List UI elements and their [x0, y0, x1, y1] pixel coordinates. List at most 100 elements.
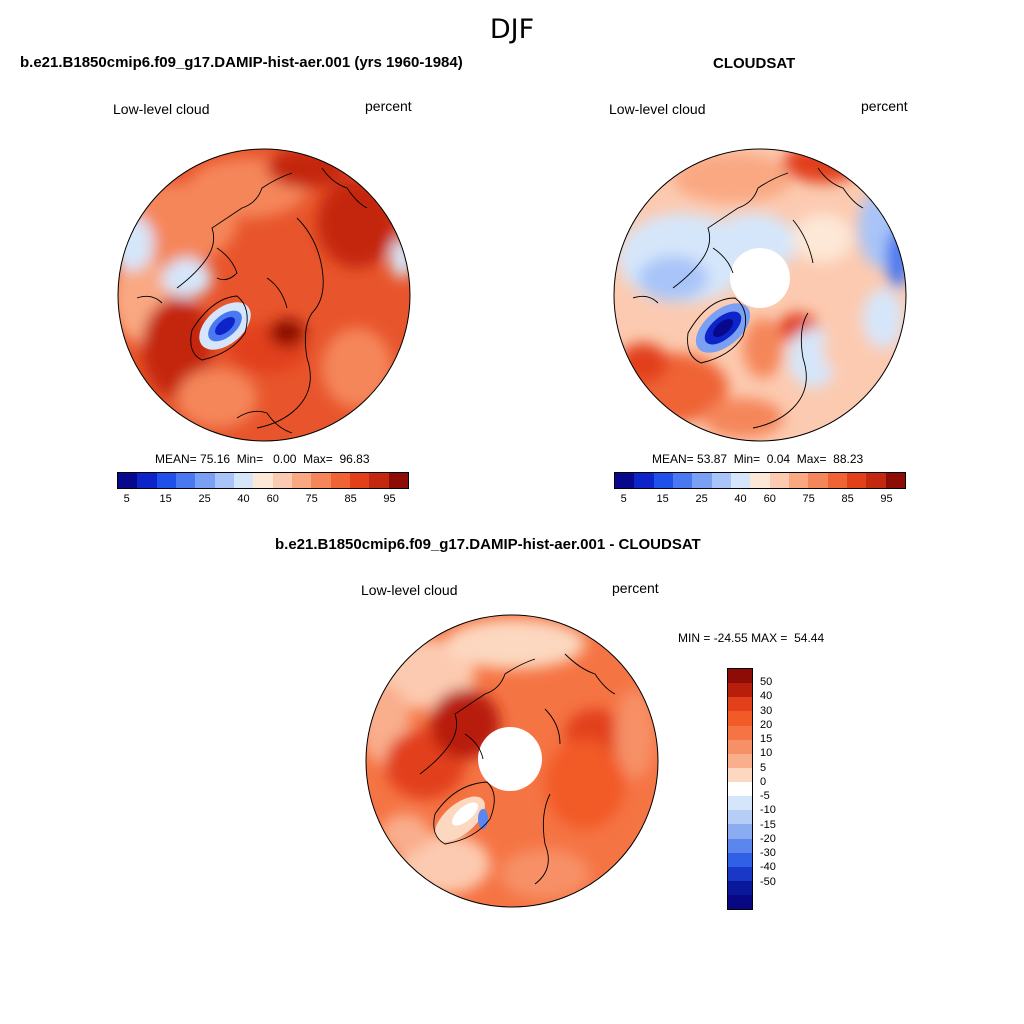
model-colorbar-swatch [291, 473, 312, 488]
diff-colorbar-tick-label: 40 [760, 690, 773, 703]
obs-colorbar-swatch [730, 473, 751, 488]
obs-colorbar-tick-label: 5 [620, 493, 627, 505]
diff-colorbar-swatch [728, 810, 752, 825]
diff-colorbar-tick-label: 30 [760, 704, 773, 717]
obs-units-label: percent [861, 98, 908, 114]
diff-colorbar-swatch [728, 824, 752, 839]
obs-colorbar-swatch [634, 473, 654, 488]
diff-colorbar-swatch [728, 866, 752, 881]
diff-colorbar-swatch [728, 796, 752, 811]
model-colorbar-swatch [118, 473, 138, 488]
model-colorbar-swatch [175, 473, 196, 488]
obs-colorbar [614, 472, 906, 489]
obs-panel-title: CLOUDSAT [713, 55, 796, 72]
obs-colorbar-swatch [692, 473, 712, 488]
diff-colorbar-tick-label: -50 [760, 875, 776, 888]
diff-colorbar-swatch [728, 753, 752, 768]
obs-colorbar-tick-label: 60 [763, 493, 776, 505]
obs-polar-map [613, 148, 907, 442]
model-colorbar-swatch [214, 473, 234, 488]
model-colorbar-swatch [253, 473, 273, 488]
obs-colorbar-swatch [615, 473, 635, 488]
diff-colorbar-tick-label: -20 [760, 832, 776, 845]
obs-colorbar-swatch [808, 473, 828, 488]
diff-variable-label: Low-level cloud [361, 582, 458, 598]
obs-colorbar-swatch [788, 473, 809, 488]
model-colorbar-tick-label: 75 [305, 493, 318, 505]
diff-panel-title: b.e21.B1850cmip6.f09_g17.DAMIP-hist-aer.… [275, 536, 701, 553]
model-colorbar-tick-label: 25 [198, 493, 211, 505]
obs-stats: MEAN= 53.87 Min= 0.04 Max= 88.23 [652, 452, 864, 466]
model-colorbar-tick-label: 40 [237, 493, 250, 505]
obs-variable-label: Low-level cloud [609, 101, 706, 117]
model-colorbar-swatch [195, 473, 215, 488]
obs-colorbar-labels: 5 15 25 40 60 75 85 95 [614, 493, 906, 507]
diff-colorbar-swatch [728, 880, 752, 895]
diff-colorbar-tick-label: -30 [760, 847, 776, 860]
model-colorbar-swatch [330, 473, 350, 488]
model-colorbar-tick-label: 95 [383, 493, 396, 505]
diff-colorbar-swatch [728, 767, 752, 782]
diff-colorbar-swatch [728, 697, 752, 712]
model-stats: MEAN= 75.16 Min= 0.00 Max= 96.83 [155, 452, 370, 466]
diff-colorbar-tick-label: 0 [760, 775, 767, 788]
obs-colorbar-tick-label: 75 [802, 493, 815, 505]
diff-colorbar-swatch [728, 782, 752, 797]
obs-colorbar-swatch [885, 473, 905, 488]
diff-colorbar-tick-label: -15 [760, 818, 776, 831]
model-colorbar-tick-label: 60 [266, 493, 279, 505]
obs-colorbar-swatch [769, 473, 789, 488]
diff-colorbar-tick-label: 5 [760, 761, 767, 774]
diff-colorbar-tick-label: 10 [760, 747, 773, 760]
diff-colorbar [727, 668, 753, 910]
diff-colorbar-swatch [728, 725, 752, 740]
diff-units-label: percent [612, 580, 659, 596]
diff-colorbar-tick-label: -40 [760, 861, 776, 874]
obs-colorbar-swatch [846, 473, 867, 488]
diff-colorbar-tick-label: 50 [760, 676, 773, 689]
model-colorbar-tick-label: 15 [159, 493, 172, 505]
obs-colorbar-swatch [711, 473, 731, 488]
diff-colorbar-swatch [728, 669, 752, 684]
model-colorbar-tick-label: 5 [123, 493, 130, 505]
diff-polar-map [365, 614, 659, 908]
model-panel-title: b.e21.B1850cmip6.f09_g17.DAMIP-hist-aer.… [20, 54, 463, 71]
model-colorbar [117, 472, 409, 489]
diff-colorbar-swatch [728, 711, 752, 726]
model-colorbar-tick-label: 85 [344, 493, 357, 505]
diff-colorbar-tick-label: -5 [760, 790, 770, 803]
diff-stats: MIN = -24.55 MAX = 54.44 [678, 631, 825, 645]
diff-colorbar-tick-label: 20 [760, 718, 773, 731]
model-colorbar-swatch [233, 473, 254, 488]
obs-colorbar-tick-label: 15 [656, 493, 669, 505]
model-colorbar-labels: 5 15 25 40 60 75 85 95 [117, 493, 409, 507]
model-polar-map [117, 148, 411, 442]
model-variable-label: Low-level cloud [113, 101, 210, 117]
obs-colorbar-swatch [827, 473, 847, 488]
diff-colorbar-swatch [728, 852, 752, 867]
diff-colorbar-swatch [728, 683, 752, 698]
model-colorbar-swatch [311, 473, 331, 488]
obs-colorbar-swatch [653, 473, 673, 488]
model-units-label: percent [365, 98, 412, 114]
diff-colorbar-swatch [728, 838, 752, 853]
obs-colorbar-tick-label: 40 [734, 493, 747, 505]
model-colorbar-swatch [388, 473, 408, 488]
model-colorbar-swatch [137, 473, 157, 488]
model-colorbar-swatch [349, 473, 370, 488]
diff-colorbar-labels: 50 40 30 20 15 10 5 0 -5 -10 -15 -20 -30 -40 -50 [760, 668, 800, 910]
diff-colorbar-swatch [728, 739, 752, 754]
season-title: DJF [489, 14, 535, 45]
model-colorbar-swatch [156, 473, 176, 488]
obs-colorbar-swatch [750, 473, 770, 488]
obs-colorbar-tick-label: 85 [841, 493, 854, 505]
model-colorbar-swatch [272, 473, 292, 488]
diff-colorbar-swatch [728, 895, 752, 910]
obs-colorbar-swatch [672, 473, 693, 488]
obs-colorbar-swatch [866, 473, 886, 488]
diff-colorbar-tick-label: 15 [760, 733, 773, 746]
model-colorbar-swatch [369, 473, 389, 488]
obs-colorbar-tick-label: 95 [880, 493, 893, 505]
diff-colorbar-tick-label: -10 [760, 804, 776, 817]
obs-colorbar-tick-label: 25 [695, 493, 708, 505]
